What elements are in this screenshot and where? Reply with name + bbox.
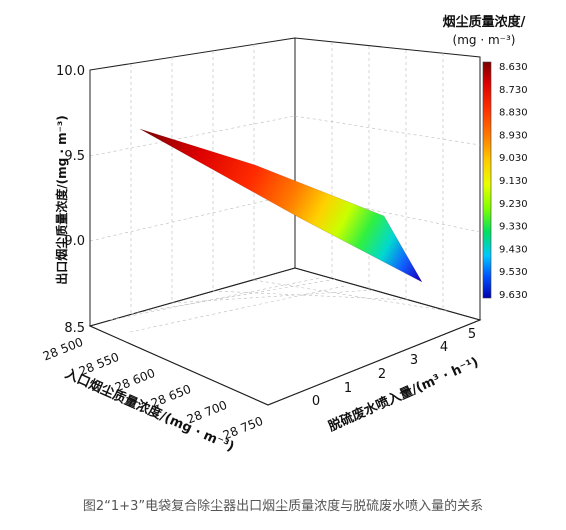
figure-caption: 图2“1+3”电袋复合除尘器出口烟尘质量浓度与脱硫废水喷入量的关系 [82, 499, 484, 514]
y-tick-label: 4 [440, 340, 448, 355]
y-axis: 0 1 2 3 4 5 脱硫废水喷入量/(m³ · h⁻¹) [267, 319, 481, 435]
colorbar-tick-label: 8.930 [499, 130, 528, 141]
z-axis: 10.0 9.5 9.0 8.5 出口烟尘质量浓度/(mg · m⁻³) [54, 64, 91, 336]
z-tick-label: 9.0 [64, 234, 85, 249]
y-tick-label: 2 [378, 367, 386, 382]
x-tick-label: 28 500 [41, 335, 85, 364]
grid-line [294, 115, 481, 146]
z-axis-title: 出口烟尘质量浓度/(mg · m⁻³) [54, 115, 69, 284]
grid-line [129, 285, 346, 333]
x-axis-line [89, 325, 269, 406]
surface-chart: 10.0 9.5 9.0 8.5 出口烟尘质量浓度/(mg · m⁻³) 28 … [41, 14, 528, 455]
z-tick-label: 10.0 [56, 64, 85, 79]
colorbar-tick-label: 9.330 [499, 222, 528, 233]
colorbar-tick-label: 9.230 [499, 199, 528, 210]
colorbar: 烟尘质量浓度/ (mg · m⁻³) 8.630 8.730 8.830 8.930 9… [443, 14, 528, 301]
colorbar-tick-label: 9.030 [499, 153, 528, 164]
right-back-wall [294, 37, 481, 321]
colorbar-tick-label: 8.830 [499, 108, 528, 119]
y-tick-label: 3 [410, 353, 418, 368]
colorbar-tick-label: 9.530 [499, 267, 528, 278]
colorbar-tick-label: 8.630 [499, 62, 528, 73]
colorbar-tick-label: 9.130 [499, 176, 528, 187]
colorbar-gradient [482, 61, 492, 299]
grid-line [130, 278, 337, 315]
back-walls [88, 37, 482, 406]
grid-line [89, 193, 296, 242]
grid-line [212, 290, 411, 301]
surface [139, 128, 423, 283]
y-tick-label: 1 [344, 381, 352, 396]
colorbar-tick-label: 9.430 [499, 244, 528, 255]
colorbar-unit: (mg · m⁻³) [453, 33, 516, 47]
colorbar-tick-label: 9.630 [499, 290, 528, 301]
x-axis: 28 500 28 550 28 600 28 650 28 700 28 75… [41, 325, 269, 455]
z-tick-label: 9.5 [64, 149, 85, 164]
z-tick-label: 8.5 [64, 321, 85, 336]
colorbar-tick-label: 8.730 [499, 85, 528, 96]
grid-line [253, 279, 448, 312]
y-tick-label: 0 [312, 394, 320, 409]
y-axis-line [267, 319, 481, 406]
colorbar-title: 烟尘质量浓度/ [443, 14, 526, 30]
grid-line [89, 115, 296, 157]
y-tick-label: 5 [468, 327, 476, 342]
grid-line [171, 289, 374, 304]
